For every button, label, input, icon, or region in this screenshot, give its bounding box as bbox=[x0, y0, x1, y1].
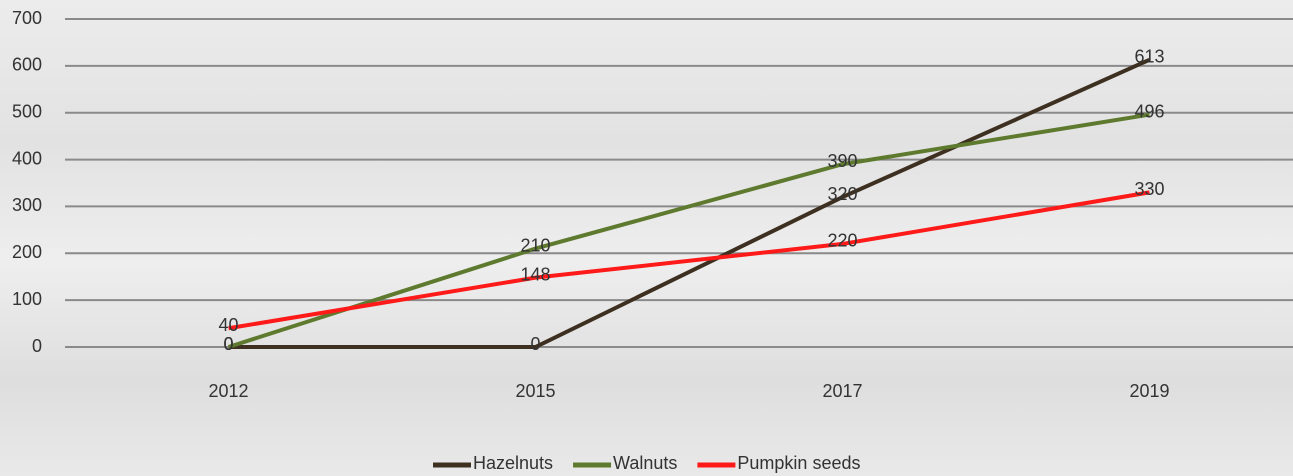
y-tick-label: 200 bbox=[12, 242, 42, 262]
y-tick-label: 400 bbox=[12, 148, 42, 168]
data-label: 330 bbox=[1134, 179, 1164, 199]
data-label: 40 bbox=[218, 315, 238, 335]
data-label: 148 bbox=[520, 264, 550, 284]
y-tick-label: 600 bbox=[12, 55, 42, 75]
line-series bbox=[227, 112, 1150, 349]
y-tick-label: 300 bbox=[12, 195, 42, 215]
data-label: 0 bbox=[223, 334, 233, 354]
legend-label: Walnuts bbox=[613, 453, 677, 473]
data-label: 320 bbox=[827, 184, 857, 204]
x-tick-label: 2015 bbox=[515, 381, 555, 401]
data-label: 613 bbox=[1134, 47, 1164, 67]
legend-label: Hazelnuts bbox=[473, 453, 553, 473]
y-tick-label: 500 bbox=[12, 101, 42, 121]
line-series bbox=[228, 190, 1150, 331]
data-label: 210 bbox=[520, 235, 550, 255]
data-label: 496 bbox=[1134, 101, 1164, 121]
legend-label: Pumpkin seeds bbox=[737, 453, 860, 473]
data-label: 390 bbox=[827, 151, 857, 171]
data-label: 0 bbox=[530, 334, 540, 354]
y-tick-label: 0 bbox=[32, 336, 42, 356]
data-label: 220 bbox=[827, 231, 857, 251]
x-tick-label: 2019 bbox=[1129, 381, 1169, 401]
x-tick-label: 2017 bbox=[822, 381, 862, 401]
y-tick-label: 100 bbox=[12, 289, 42, 309]
y-tick-label: 700 bbox=[12, 8, 42, 28]
data-label: 0 bbox=[223, 334, 233, 354]
x-tick-label: 2012 bbox=[208, 381, 248, 401]
line-series bbox=[228, 57, 1151, 349]
